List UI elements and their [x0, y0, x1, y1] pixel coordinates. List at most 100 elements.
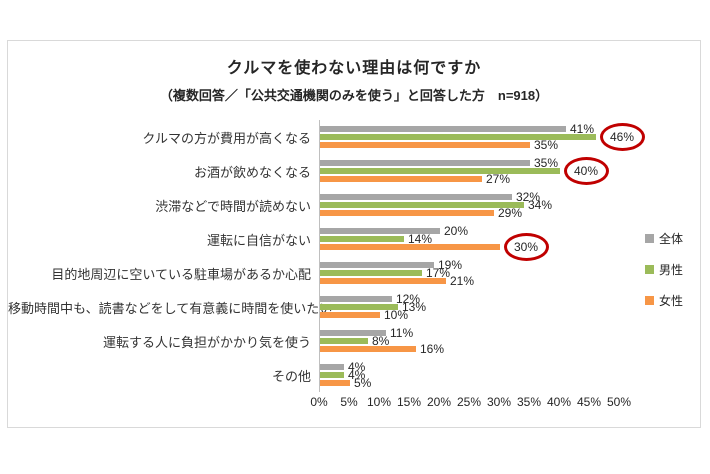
bar-line: 32% — [320, 190, 620, 204]
chart-row: その他 4% 4% 5% — [8, 358, 700, 392]
value-label: 34% — [528, 198, 553, 212]
chart-row: 目的地周辺に空いている駐車場があるか心配 19% 17% 21% — [8, 256, 700, 290]
legend-label-female: 女性 — [659, 294, 684, 308]
bar-line: 30% — [320, 233, 620, 261]
x-axis-tick: 50% — [606, 395, 632, 409]
bar-overall — [320, 262, 434, 268]
bar-line: 12% — [320, 292, 620, 306]
bar-female — [320, 312, 380, 318]
value-label: 17% — [426, 266, 451, 280]
category-label: 渋滞などで時間が読めない — [155, 198, 311, 214]
x-axis-tick: 35% — [516, 395, 542, 409]
x-axis-tick: 5% — [340, 395, 358, 409]
bar-group: 41% 46% 35% — [319, 120, 646, 154]
x-axis-tick: 30% — [486, 395, 512, 409]
bar-line: 35% — [320, 156, 620, 170]
value-label: 5% — [354, 376, 372, 390]
bar-female — [320, 210, 494, 216]
bar-group: 12% 13% 10% — [319, 290, 620, 324]
value-label: 4% — [348, 368, 366, 382]
bar-female — [320, 176, 482, 182]
bar-line: 19% — [320, 258, 620, 272]
value-label-circled: 46% — [599, 123, 646, 151]
category-label: 運転に自信がない — [206, 232, 311, 248]
bar-male — [320, 304, 398, 310]
chart-row: 運転に自信がない 20% 14% 30% — [8, 222, 700, 261]
legend-item-female: 女性 — [645, 292, 683, 309]
bar-male — [320, 236, 404, 242]
bar-group: 20% 14% 30% — [319, 222, 620, 261]
x-axis-tick: 15% — [396, 395, 422, 409]
chart-frame: クルマを使わない理由は何ですか （複数回答／「公共交通機関のみを使う」と回答した… — [7, 40, 701, 428]
bar-female — [320, 380, 350, 386]
legend: 全体 男性 女性 — [645, 230, 683, 323]
value-label: 35% — [534, 156, 559, 170]
bar-line: 27% — [320, 172, 620, 186]
chart-row: お酒が飲めなくなる 35% 40% 27% — [8, 154, 700, 188]
bar-male — [320, 168, 560, 174]
plot-area: クルマの方が費用が高くなる 41% 46% 35% お酒が飲めなくなる 35% 40% 27%… — [8, 120, 700, 392]
x-axis-tick: 0% — [310, 395, 328, 409]
category-label: その他 — [271, 368, 311, 384]
value-label: 13% — [402, 300, 427, 314]
bar-line: 11% — [320, 326, 620, 340]
value-label: 10% — [384, 308, 409, 322]
value-label: 35% — [534, 138, 559, 152]
legend-item-male: 男性 — [645, 261, 683, 278]
legend-label-overall: 全体 — [659, 232, 684, 246]
bar-overall — [320, 364, 344, 370]
chart-row: 移動時間中も、読書などをして有意義に時間を使いたい 12% 13% 10% — [8, 290, 700, 324]
legend-swatch-overall — [645, 234, 654, 243]
category-label: 移動時間中も、読書などをして有意義に時間を使いたい — [8, 300, 333, 316]
value-label: 27% — [486, 172, 511, 186]
x-axis-tick: 40% — [546, 395, 572, 409]
bar-line: 5% — [320, 376, 620, 390]
bar-male — [320, 372, 344, 378]
chart-row: クルマの方が費用が高くなる 41% 46% 35% — [8, 120, 700, 154]
bar-group: 4% 4% 5% — [319, 358, 620, 392]
bar-line: 41% — [320, 123, 620, 135]
value-label: 12% — [396, 292, 421, 306]
bar-group: 35% 40% 27% — [319, 154, 620, 188]
legend-swatch-female — [645, 296, 654, 305]
bar-female — [320, 244, 500, 250]
value-label-circled: 30% — [503, 233, 550, 261]
bar-male — [320, 338, 368, 344]
legend-label-male: 男性 — [659, 263, 684, 277]
bar-line: 17% — [320, 266, 620, 280]
x-axis-tick: 20% — [426, 395, 452, 409]
x-axis-tick: 10% — [366, 395, 392, 409]
x-axis-tick: 25% — [456, 395, 482, 409]
value-label: 14% — [408, 232, 433, 246]
bar-female — [320, 346, 416, 352]
value-label-circled: 40% — [563, 157, 610, 185]
x-axis: 0% 5% 10% 15% 20% 25% 30% 35% 40% 45% 50% — [310, 395, 631, 411]
chart-subtitle: （複数回答／「公共交通機関のみを使う」と回答した方 n=918） — [159, 88, 549, 103]
bar-line: 29% — [320, 206, 620, 220]
legend-swatch-male — [645, 265, 654, 274]
bar-line: 14% — [320, 232, 620, 246]
value-label: 19% — [438, 258, 463, 272]
value-label: 16% — [420, 342, 445, 356]
bar-overall — [320, 330, 386, 336]
bar-line: 21% — [320, 274, 620, 288]
bar-male — [320, 134, 596, 140]
legend-item-overall: 全体 — [645, 230, 683, 247]
bar-overall — [320, 160, 530, 166]
bar-overall — [320, 296, 392, 302]
value-label: 21% — [450, 274, 475, 288]
category-label: 目的地周辺に空いている駐車場があるか心配 — [51, 266, 311, 282]
chart-row: 運転する人に負担がかかり気を使う 11% 8% 16% — [8, 324, 700, 358]
chart-title: クルマを使わない理由は何ですか — [226, 60, 482, 77]
bar-line: 13% — [320, 300, 620, 314]
bar-male — [320, 202, 524, 208]
bar-line: 10% — [320, 308, 620, 322]
x-axis-tick: 45% — [576, 395, 602, 409]
value-label: 29% — [498, 206, 523, 220]
category-label: 運転する人に負担がかかり気を使う — [102, 334, 311, 350]
value-label: 11% — [390, 326, 414, 340]
bar-line: 8% — [320, 335, 620, 347]
chart-row: 渋滞などで時間が読めない 32% 34% 29% — [8, 188, 700, 222]
bar-overall — [320, 126, 566, 132]
value-label: 32% — [516, 190, 541, 204]
